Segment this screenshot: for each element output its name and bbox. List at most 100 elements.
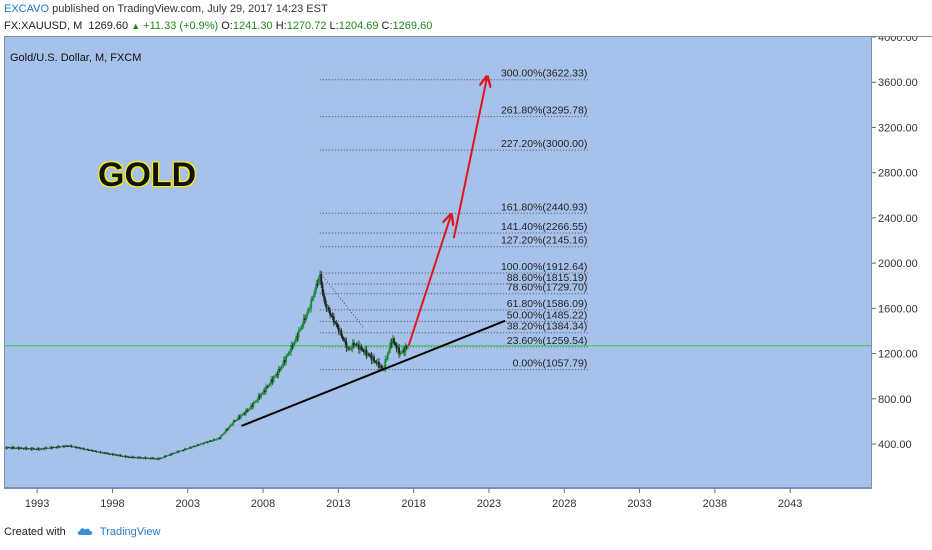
- candle-body: [144, 457, 147, 459]
- candle-body: [16, 447, 19, 449]
- candle-body: [117, 455, 119, 457]
- candle-body: [253, 402, 256, 404]
- candle-body: [310, 299, 313, 309]
- candle-body: [230, 424, 232, 426]
- candle-body: [71, 446, 74, 448]
- candle-body: [207, 441, 210, 443]
- candle-body: [398, 347, 400, 355]
- candle-body: [112, 453, 114, 456]
- candle-body: [349, 348, 352, 350]
- y-tick-label: 800.00: [878, 394, 912, 406]
- candle-body: [159, 458, 162, 460]
- candle-body: [337, 327, 340, 332]
- y-tick-label: 2000.00: [878, 258, 918, 270]
- footer: Created with TradingView: [4, 526, 160, 538]
- candle-body: [262, 390, 265, 394]
- y-tick-label: 2800.00: [878, 168, 918, 180]
- target-arrow: [407, 216, 451, 347]
- candle-body: [149, 458, 152, 460]
- candle-body: [272, 377, 275, 382]
- candle-body: [363, 350, 365, 353]
- support-trendline: [241, 319, 506, 427]
- candle-body: [81, 448, 84, 450]
- candle-body: [137, 457, 139, 459]
- x-tick-label: 2038: [703, 498, 727, 510]
- fib-level-label: 50.00%(1485.22): [507, 309, 588, 321]
- fib-level-label: 38.20%(1384.34): [507, 321, 588, 333]
- candle-body: [153, 458, 156, 460]
- tradingview-link[interactable]: TradingView: [99, 526, 161, 538]
- candle-body: [56, 446, 59, 448]
- low-value: 1204.69: [338, 20, 379, 32]
- candle-body: [307, 309, 310, 312]
- candle-body: [354, 344, 357, 346]
- candle-body: [221, 434, 224, 436]
- chart-title: Gold/U.S. Dollar, M, FXCM: [10, 52, 142, 64]
- candle-body: [37, 448, 40, 450]
- candle-body: [85, 449, 88, 451]
- fib-level-label: 141.40%(2266.55): [501, 221, 587, 233]
- candle-body: [390, 342, 393, 344]
- candle-body: [183, 448, 186, 451]
- candle-body: [166, 455, 168, 457]
- y-tick-label: 3600.00: [878, 77, 918, 89]
- candle-body: [332, 316, 335, 323]
- candle-body: [386, 353, 389, 360]
- x-tick-label: 2013: [326, 498, 350, 510]
- publisher-link[interactable]: EXCAVO: [4, 3, 50, 15]
- candle-body: [187, 448, 190, 450]
- candle-body: [312, 295, 315, 298]
- candle-body: [105, 452, 108, 454]
- fib-level-label: 261.80%(3295.78): [501, 105, 587, 117]
- fib-level-label: 100.00%(1912.64): [501, 261, 587, 273]
- candle-body: [53, 447, 55, 449]
- candle-body: [374, 361, 377, 363]
- candle-body: [237, 416, 240, 419]
- price-axis[interactable]: 400.00 800.00 1200.00 1600.00 2000.00 2400.00…: [872, 36, 932, 488]
- candle-body: [209, 440, 212, 442]
- fib-level-label: 78.60%(1729.70): [507, 282, 588, 294]
- candle-body: [176, 451, 178, 453]
- candle-body: [51, 447, 54, 449]
- candle-body: [261, 393, 264, 395]
- y-tick-label: 2400.00: [878, 213, 918, 225]
- candle-body: [334, 322, 336, 324]
- candle-body: [361, 349, 364, 351]
- candle-body: [68, 446, 70, 448]
- candle-body: [400, 351, 403, 353]
- candle-body: [268, 383, 271, 385]
- candle-body: [365, 349, 368, 356]
- candle-body: [26, 448, 29, 450]
- candle-body: [184, 448, 187, 450]
- candle-body: [174, 452, 177, 454]
- candle-body: [154, 458, 157, 460]
- candle-body: [6, 447, 9, 449]
- candle-body: [20, 447, 23, 449]
- candle-body: [324, 297, 326, 305]
- candle-body: [301, 324, 304, 328]
- candle-body: [186, 448, 188, 450]
- candle-body: [300, 327, 303, 330]
- candle-body: [197, 444, 200, 446]
- candle-body: [108, 453, 111, 455]
- candle-body: [128, 457, 131, 459]
- candle-body: [370, 355, 373, 361]
- candle-body: [172, 453, 175, 455]
- candle-body: [291, 345, 294, 348]
- candle-body: [314, 289, 316, 296]
- candle-body: [60, 446, 63, 448]
- y-tick-label: 400.00: [878, 439, 912, 451]
- candle-body: [368, 353, 370, 356]
- candle-body: [404, 346, 407, 353]
- chart-plot-area[interactable]: 0.00%(1057.79) 23.60%(1259.54) 38.20%(1384…: [4, 36, 872, 488]
- candle-body: [206, 442, 208, 444]
- candle-body: [241, 414, 244, 416]
- time-axis[interactable]: 1993 1998 2003 2008 2013 2018 2023 2028 2033 2038…: [4, 488, 872, 514]
- candle-body: [69, 445, 72, 447]
- x-tick-label: 1998: [100, 498, 124, 510]
- candle-body: [212, 439, 215, 441]
- candle-body: [34, 448, 37, 450]
- fib-level-label: 227.20%(3000.00): [501, 138, 587, 150]
- candle-body: [351, 342, 354, 349]
- candle-body: [224, 429, 227, 433]
